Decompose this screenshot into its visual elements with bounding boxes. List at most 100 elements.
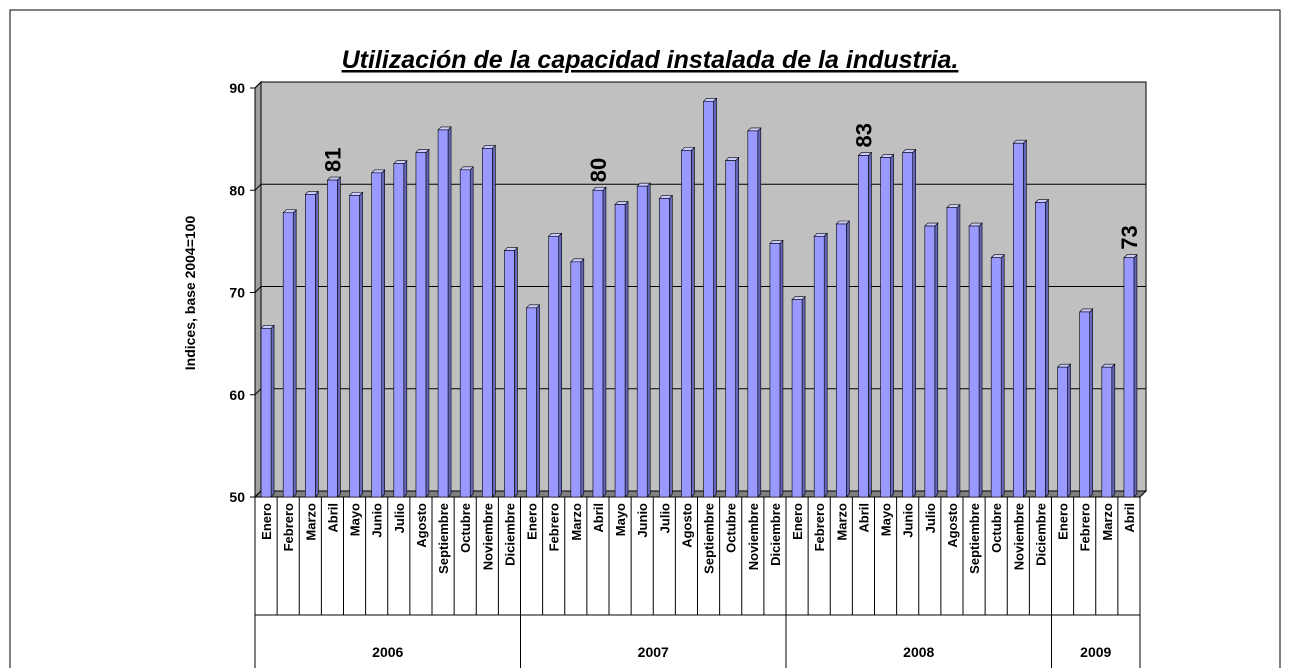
bar-side <box>912 148 916 498</box>
x-tick-label: Junio <box>635 503 650 538</box>
group-label: 2009 <box>1080 644 1111 660</box>
x-tick-label: Febrero <box>1078 503 1093 551</box>
bar <box>614 204 626 498</box>
grid-line <box>254 490 262 498</box>
data-label: 81 <box>320 148 345 172</box>
x-tick-label: Diciembre <box>502 503 517 566</box>
y-axis-label: Indices, base 2004=100 <box>182 216 198 371</box>
bar <box>703 100 714 498</box>
bar-side <box>514 246 518 498</box>
bar-side <box>757 127 762 498</box>
x-tick-label: Diciembre <box>1033 503 1048 566</box>
grid-line <box>254 286 262 293</box>
x-tick-label: Septiembre <box>967 503 982 574</box>
bar-side <box>823 232 828 498</box>
bar <box>836 223 847 498</box>
x-tick-label: Febrero <box>547 503 562 551</box>
bar-side <box>646 182 651 498</box>
bar <box>968 225 980 498</box>
bar-side <box>447 126 452 498</box>
bar-side <box>536 304 540 498</box>
x-tick-label: Marzo <box>303 503 318 541</box>
y-tick-label: 70 <box>229 285 245 301</box>
bar-side <box>779 239 784 498</box>
bar <box>592 189 604 498</box>
bar <box>349 195 360 498</box>
bar <box>858 155 869 498</box>
bar-side <box>558 232 562 498</box>
bar-side <box>403 159 408 498</box>
bar <box>747 130 759 498</box>
bar-side <box>1111 363 1116 498</box>
bar <box>924 225 936 498</box>
bar <box>1101 366 1113 498</box>
x-tick-label: Agosto <box>679 503 694 548</box>
bar-side <box>469 166 474 498</box>
x-tick-label: Enero <box>259 503 274 540</box>
bar <box>902 152 913 498</box>
x-tick-label: Enero <box>1056 503 1071 540</box>
bar-side <box>1067 363 1071 498</box>
bar-side <box>1045 198 1049 498</box>
group-label: 2007 <box>638 644 669 660</box>
bar <box>681 150 692 498</box>
x-tick-label: Marzo <box>1100 503 1115 541</box>
x-tick-label: Febrero <box>281 503 296 551</box>
grid-line <box>254 81 262 89</box>
bar-side <box>1000 254 1005 498</box>
data-label: 80 <box>586 158 611 182</box>
bar <box>327 179 338 498</box>
x-tick-label: Junio <box>901 503 916 538</box>
x-tick-label: Marzo <box>569 503 584 541</box>
bar <box>1079 311 1090 498</box>
x-tick-label: Agosto <box>945 503 960 548</box>
x-tick-label: Enero <box>525 503 540 540</box>
bar <box>526 307 537 498</box>
data-label: 73 <box>1117 225 1142 249</box>
bar-side <box>1089 308 1093 498</box>
x-tick-label: Junio <box>370 503 385 538</box>
bar <box>636 185 648 498</box>
x-tick-label: Abril <box>325 503 340 533</box>
bar-side <box>868 151 872 498</box>
bar <box>282 212 294 498</box>
bar-side <box>580 258 585 498</box>
bar-side <box>1133 254 1138 498</box>
x-tick-label: Octubre <box>458 503 473 553</box>
x-tick-label: Mayo <box>613 503 628 536</box>
bar-side <box>381 169 385 498</box>
x-tick-label: Julio <box>657 503 672 533</box>
bar <box>437 129 449 498</box>
y-tick-label: 60 <box>229 387 245 403</box>
group-label: 2006 <box>372 644 403 660</box>
x-tick-label: Noviembre <box>746 503 761 570</box>
bar-side <box>492 144 496 498</box>
bar-side <box>846 220 850 498</box>
x-tick-label: Abril <box>591 503 606 533</box>
bar <box>393 163 405 498</box>
y-tick-label: 90 <box>229 80 245 96</box>
x-tick-label: Octubre <box>989 503 1004 553</box>
bar <box>504 250 515 498</box>
bar-side <box>270 324 275 498</box>
x-tick-label: Agosto <box>414 503 429 548</box>
bar-side <box>691 146 695 498</box>
x-tick-label: Mayo <box>348 503 363 536</box>
bar <box>371 172 382 498</box>
bar <box>1123 257 1135 498</box>
bar-side <box>359 191 363 498</box>
bar <box>769 243 781 498</box>
x-tick-label: Febrero <box>812 503 827 551</box>
x-tick-label: Enero <box>790 503 805 540</box>
x-tick-label: Octubre <box>724 503 739 553</box>
bar-side <box>669 194 673 498</box>
bar-side <box>735 156 739 498</box>
bar-side <box>934 222 939 498</box>
bar-side <box>1023 139 1027 498</box>
y-tick-label: 50 <box>229 489 245 505</box>
bar <box>415 152 427 498</box>
grid-line <box>254 183 262 191</box>
bar <box>946 207 958 498</box>
bar-side <box>713 97 717 498</box>
